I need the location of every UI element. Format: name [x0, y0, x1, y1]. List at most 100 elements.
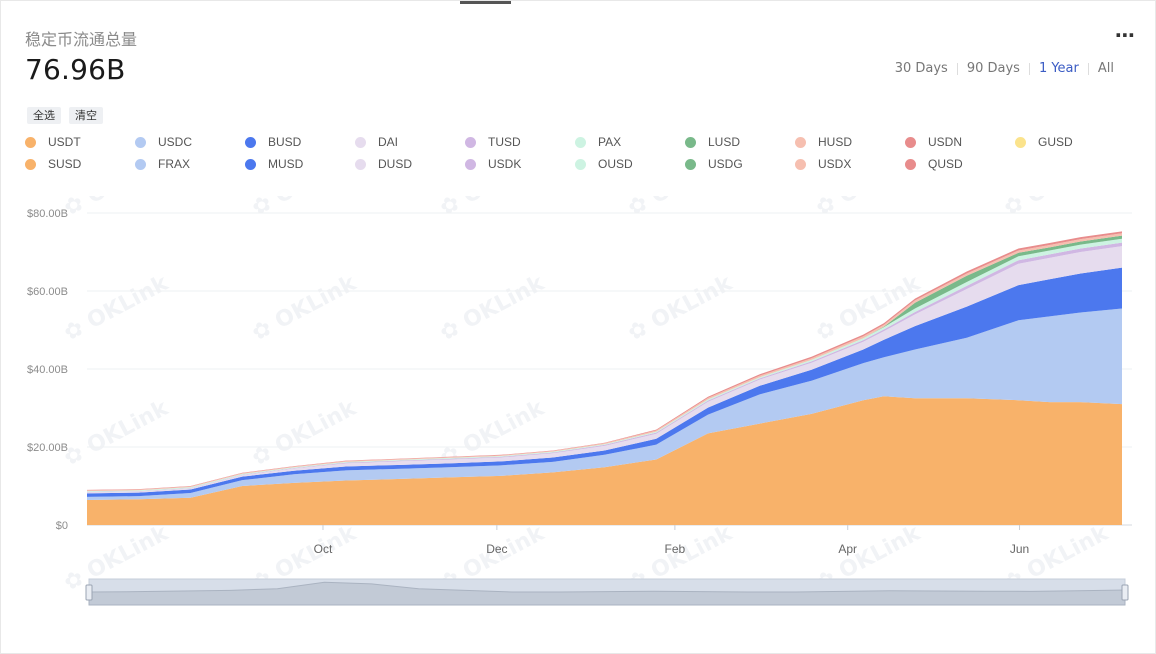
legend-item-dusd[interactable]: DUSD — [355, 157, 465, 171]
legend-item-qusd[interactable]: QUSD — [905, 157, 1015, 171]
legend-swatch — [135, 136, 146, 148]
x-tick-label: Feb — [665, 542, 686, 556]
legend-item-usdg[interactable]: USDG — [685, 157, 795, 171]
watermark: ✿ OKLink — [60, 196, 173, 221]
legend-label: BUSD — [268, 135, 302, 149]
legend-item-pax[interactable]: PAX — [575, 135, 685, 149]
legend-swatch — [25, 158, 36, 170]
y-tick-label: $40.00B — [27, 364, 68, 376]
legend-swatch — [685, 158, 696, 170]
range-90-days[interactable]: 90 Days — [966, 61, 1020, 76]
legend-swatch — [355, 136, 366, 148]
y-tick-label: $20.00B — [27, 442, 68, 454]
range-30-days[interactable]: 30 Days — [894, 61, 948, 76]
legend-item-ousd[interactable]: OUSD — [575, 157, 685, 171]
select-all-button[interactable]: 全选 — [27, 107, 61, 124]
legend-item-frax[interactable]: FRAX — [135, 157, 245, 171]
y-tick-label: $60.00B — [27, 286, 68, 298]
legend-item-musd[interactable]: MUSD — [245, 157, 355, 171]
legend-swatch — [465, 158, 476, 170]
x-tick-label: Jun — [1010, 542, 1029, 556]
range-divider — [956, 62, 958, 75]
legend-label: USDK — [488, 157, 522, 171]
legend-swatch — [575, 158, 586, 170]
legend-label: PAX — [598, 135, 622, 149]
legend-label: FRAX — [158, 157, 191, 171]
legend-swatch — [795, 158, 806, 170]
legend-item-usdc[interactable]: USDC — [135, 135, 245, 149]
watermark: ✿ OKLink — [624, 270, 737, 346]
legend-label: GUSD — [1038, 135, 1073, 149]
legend-item-dai[interactable]: DAI — [355, 135, 465, 149]
legend-swatch — [465, 136, 476, 148]
x-tick-label: Dec — [486, 542, 507, 556]
range-divider — [1028, 62, 1030, 75]
watermark: ✿ OKLink — [248, 270, 361, 346]
watermark: ✿ OKLink — [436, 270, 549, 346]
legend-label: SUSD — [48, 157, 82, 171]
legend: USDT USDC BUSD DAI TUSD PAX LUSD HUSD USDN GUSD SU… — [25, 135, 1135, 171]
legend-label: DAI — [378, 135, 399, 149]
legend-swatch — [135, 158, 146, 170]
legend-item-lusd[interactable]: LUSD — [685, 135, 795, 149]
legend-swatch — [575, 136, 586, 148]
legend-label: DUSD — [378, 157, 413, 171]
more-icon[interactable]: ⋯ — [1115, 23, 1135, 47]
legend-swatch — [245, 136, 256, 148]
legend-label: HUSD — [818, 135, 853, 149]
legend-label: USDT — [48, 135, 81, 149]
legend-label: LUSD — [708, 135, 741, 149]
area-series-usdt — [87, 396, 1122, 525]
zoom-handle-right[interactable] — [1121, 584, 1129, 601]
legend-item-husd[interactable]: HUSD — [795, 135, 905, 149]
area-series-dai — [87, 246, 1122, 494]
range-divider — [1087, 62, 1089, 75]
watermark: ✿ OKLink — [60, 395, 173, 471]
zoom-handle-left[interactable] — [85, 584, 93, 601]
tab-indicator — [460, 1, 511, 4]
total-value: 76.96B — [25, 53, 126, 86]
y-tick-label: $0 — [56, 520, 68, 532]
watermark: ✿ OKLink — [436, 196, 549, 221]
legend-label: TUSD — [488, 135, 521, 149]
range-1-year[interactable]: 1 Year — [1038, 61, 1079, 76]
chart-title: 稳定币流通总量 — [25, 30, 138, 49]
legend-swatch — [905, 136, 916, 148]
area-series-busd — [87, 267, 1122, 497]
area-series-usdc — [87, 308, 1122, 501]
watermark: ✿ OKLink — [60, 270, 173, 346]
legend-swatch — [355, 158, 366, 170]
legend-item-busd[interactable]: BUSD — [245, 135, 355, 149]
x-tick-label: Apr — [838, 542, 857, 556]
watermark: ✿ OKLink — [248, 395, 361, 471]
clear-button[interactable]: 清空 — [69, 107, 103, 124]
legend-item-usdk[interactable]: USDK — [465, 157, 575, 171]
x-tick-label: Oct — [314, 542, 333, 556]
legend-swatch — [245, 158, 256, 170]
y-tick-label: $80.00B — [27, 208, 68, 220]
legend-swatch — [905, 158, 916, 170]
watermark: ✿ OKLink — [812, 196, 925, 221]
legend-item-usdt[interactable]: USDT — [25, 135, 135, 149]
legend-item-usdn[interactable]: USDN — [905, 135, 1015, 149]
legend-label: MUSD — [268, 157, 304, 171]
watermark: ✿ OKLink — [248, 196, 361, 221]
legend-label: USDX — [818, 157, 852, 171]
stacked-area-chart: ✿ OKLink ✿ OKLink ✿ OKLink ✿ OKLink ✿ OKLink… — [27, 196, 1132, 606]
range-all[interactable]: All — [1097, 61, 1114, 76]
time-range-selector: 30 Days 90 Days 1 Year All — [886, 61, 1123, 76]
legend-swatch — [795, 136, 806, 148]
watermark: ✿ OKLink — [1000, 196, 1113, 221]
watermark: ✿ OKLink — [624, 196, 737, 221]
legend-swatch — [25, 136, 36, 148]
legend-item-tusd[interactable]: TUSD — [465, 135, 575, 149]
legend-label: USDG — [708, 157, 743, 171]
legend-label: OUSD — [598, 157, 633, 171]
legend-label: USDC — [158, 135, 193, 149]
legend-item-usdx[interactable]: USDX — [795, 157, 905, 171]
legend-item-gusd[interactable]: GUSD — [1015, 135, 1125, 149]
zoom-slider-preview — [88, 581, 1126, 606]
legend-item-susd[interactable]: SUSD — [25, 157, 135, 171]
legend-swatch — [685, 136, 696, 148]
